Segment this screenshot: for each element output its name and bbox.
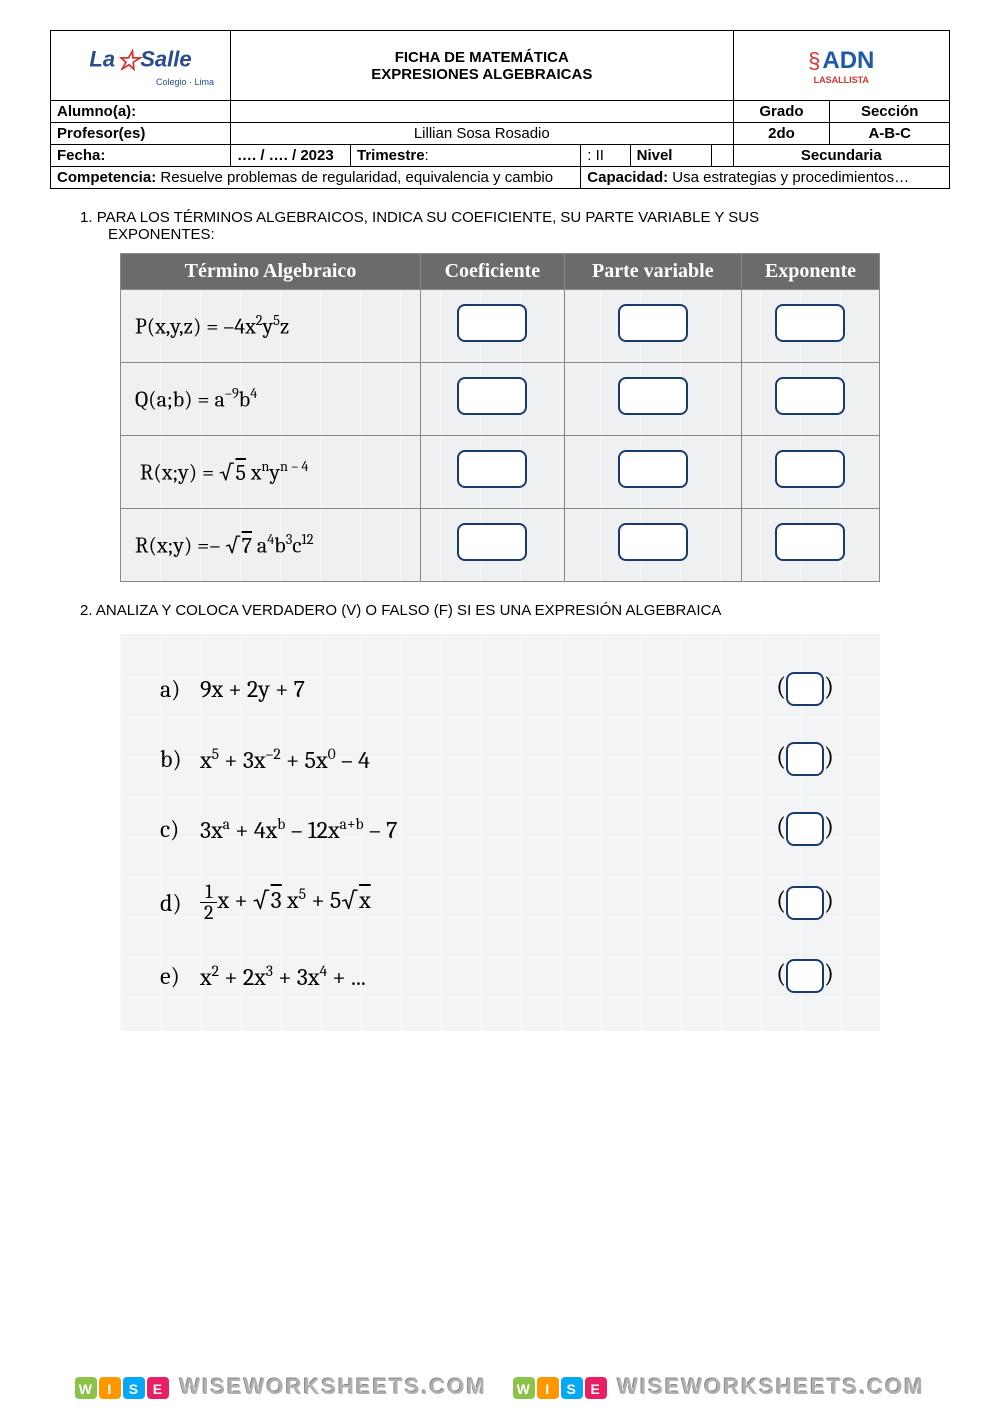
vf-row-c: c) 3xa + 4xb – 12xa+b – 7 () bbox=[150, 794, 850, 864]
th-coeficiente: Coeficiente bbox=[421, 254, 565, 290]
lasalle-sub: Colegio · Lima bbox=[57, 77, 224, 87]
trimestre-value: : II bbox=[581, 145, 630, 167]
coef-1[interactable] bbox=[421, 290, 565, 363]
table-row: R(x;y) = √5 xnyn – 4 bbox=[121, 436, 880, 509]
vf-row-b: b) x5 + 3x–2 + 5x0 – 4 () bbox=[150, 724, 850, 794]
nivel-label: Nivel bbox=[630, 145, 711, 167]
capacidad-cell: Capacidad: Usa estrategias y procedimien… bbox=[581, 167, 950, 189]
vf-row-a: a) 9x + 2y + 7 () bbox=[150, 654, 850, 724]
vf-expr-a: 9x + 2y + 7 bbox=[200, 675, 770, 703]
nivel-value: Secundaria bbox=[733, 145, 949, 167]
vf-row-d: d) 12x + √3 x5 + 5√x () bbox=[150, 864, 850, 941]
table-row: R(x;y) =– √7 a4b3c12 bbox=[121, 509, 880, 582]
coef-2[interactable] bbox=[421, 363, 565, 436]
vf-row-e: e) x2 + 2x3 + 3x4 + ... () bbox=[150, 941, 850, 1011]
title-cell: FICHA DE MATEMÁTICA EXPRESIONES ALGEBRAI… bbox=[231, 31, 734, 101]
profesor-label: Profesor(es) bbox=[51, 123, 231, 145]
profesor-value: Lillian Sosa Rosadio bbox=[231, 123, 734, 145]
th-exponente: Exponente bbox=[741, 254, 879, 290]
nivel-spacer bbox=[711, 145, 733, 167]
header-table: La☆Salle Colegio · Lima FICHA DE MATEMÁT… bbox=[50, 30, 950, 189]
vf-label-e: e) bbox=[160, 962, 200, 990]
term-3: R(x;y) = √5 xnyn – 4 bbox=[121, 436, 421, 509]
adn-logo: ADN bbox=[822, 47, 874, 74]
table-row: Q(a;b) = a–9b4 bbox=[121, 363, 880, 436]
alumno-value[interactable] bbox=[231, 101, 734, 123]
var-1[interactable] bbox=[564, 290, 741, 363]
exp-2[interactable] bbox=[741, 363, 879, 436]
grado-value: 2do bbox=[733, 123, 830, 145]
term-4: R(x;y) =– √7 a4b3c12 bbox=[121, 509, 421, 582]
adn-sub: LASALLISTA bbox=[740, 75, 943, 85]
fecha-value[interactable]: …. / …. / 2023 bbox=[231, 145, 351, 167]
adn-cell: §ADN LASALLISTA bbox=[733, 31, 949, 101]
th-parte-variable: Parte variable bbox=[564, 254, 741, 290]
coef-3[interactable] bbox=[421, 436, 565, 509]
exp-4[interactable] bbox=[741, 509, 879, 582]
grado-label: Grado bbox=[733, 101, 830, 123]
competencia-cell: Competencia: Resuelve problemas de regul… bbox=[51, 167, 581, 189]
question-2: 2. ANALIZA Y COLOCA VERDADERO (V) O FALS… bbox=[80, 602, 950, 619]
vf-expr-b: x5 + 3x–2 + 5x0 – 4 bbox=[200, 745, 770, 774]
title-line2: EXPRESIONES ALGEBRAICAS bbox=[237, 66, 727, 83]
seccion-value: A-B-C bbox=[830, 123, 950, 145]
vf-label-a: a) bbox=[160, 675, 200, 703]
dna-icon: § bbox=[808, 48, 820, 73]
vf-label-b: b) bbox=[160, 745, 200, 773]
coef-4[interactable] bbox=[421, 509, 565, 582]
vf-label-d: d) bbox=[160, 889, 200, 917]
seccion-label: Sección bbox=[830, 101, 950, 123]
logo-cell: La☆Salle Colegio · Lima bbox=[51, 31, 231, 101]
alumno-label: Alumno(a): bbox=[51, 101, 231, 123]
term-2: Q(a;b) = a–9b4 bbox=[121, 363, 421, 436]
vf-ans-b[interactable]: () bbox=[770, 742, 840, 776]
vf-expr-c: 3xa + 4xb – 12xa+b – 7 bbox=[200, 815, 770, 844]
vf-ans-d[interactable]: () bbox=[770, 886, 840, 920]
algebra-table: Término Algebraico Coeficiente Parte var… bbox=[120, 253, 880, 582]
lasalle-logo: La☆Salle bbox=[57, 44, 224, 77]
exp-3[interactable] bbox=[741, 436, 879, 509]
question-1: 1. PARA LOS TÉRMINOS ALGEBRAICOS, INDICA… bbox=[80, 209, 950, 243]
trimestre-cell: Trimestre: bbox=[351, 145, 581, 167]
fecha-label: Fecha: bbox=[51, 145, 231, 167]
vf-ans-e[interactable]: () bbox=[770, 959, 840, 993]
vf-ans-c[interactable]: () bbox=[770, 812, 840, 846]
var-4[interactable] bbox=[564, 509, 741, 582]
vf-expr-d: 12x + √3 x5 + 5√x bbox=[200, 882, 770, 923]
watermark: WISE WISEWORKSHEETS.COM WISE WISEWORKSHE… bbox=[0, 1373, 1000, 1401]
term-1: P(x,y,z) = –4x2y5z bbox=[121, 290, 421, 363]
vf-ans-a[interactable]: () bbox=[770, 672, 840, 706]
var-3[interactable] bbox=[564, 436, 741, 509]
th-termino: Término Algebraico bbox=[121, 254, 421, 290]
vf-expr-e: x2 + 2x3 + 3x4 + ... bbox=[200, 962, 770, 991]
table-row: P(x,y,z) = –4x2y5z bbox=[121, 290, 880, 363]
vf-label-c: c) bbox=[160, 815, 200, 843]
title-line1: FICHA DE MATEMÁTICA bbox=[237, 49, 727, 66]
vf-container: a) 9x + 2y + 7 () b) x5 + 3x–2 + 5x0 – 4… bbox=[120, 634, 880, 1031]
exp-1[interactable] bbox=[741, 290, 879, 363]
var-2[interactable] bbox=[564, 363, 741, 436]
